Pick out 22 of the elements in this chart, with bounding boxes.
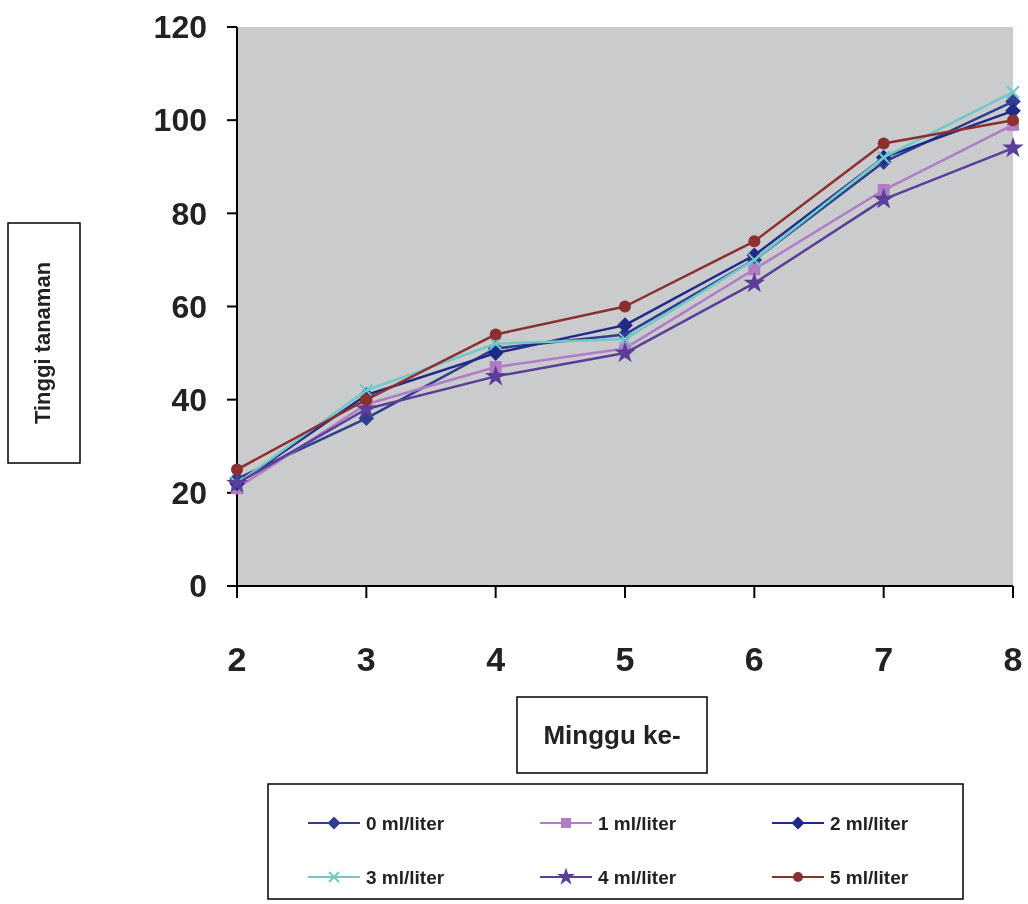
x-axis-title: Minggu ke- (543, 720, 681, 750)
x-tick-label: 3 (356, 640, 376, 678)
y-tick-label: 20 (171, 475, 207, 512)
legend-label: 5 ml/liter (830, 866, 909, 888)
x-tick-label: 7 (874, 640, 894, 678)
legend-label: 3 ml/liter (366, 866, 445, 888)
x-tick-label: 6 (744, 640, 764, 678)
legend-label: 1 ml/liter (598, 812, 677, 834)
x-tick-label: 4 (486, 640, 506, 678)
y-tick-label: 0 (189, 568, 207, 605)
y-tick-label: 100 (153, 102, 207, 139)
y-tick-label: 60 (171, 288, 207, 325)
legend-label: 0 ml/liter (366, 812, 445, 834)
y-tick-label: 120 (153, 9, 207, 46)
y-axis-title: Tinggi tanaman (30, 261, 55, 425)
legend-label: 2 ml/liter (830, 812, 909, 834)
x-tick-label: 5 (615, 640, 635, 678)
y-tick-label: 80 (171, 195, 207, 232)
x-tick-label: 8 (1003, 640, 1023, 678)
x-tick-label: 2 (227, 640, 247, 678)
y-tick-label: 40 (171, 381, 207, 418)
legend-label: 4 ml/liter (598, 866, 677, 888)
